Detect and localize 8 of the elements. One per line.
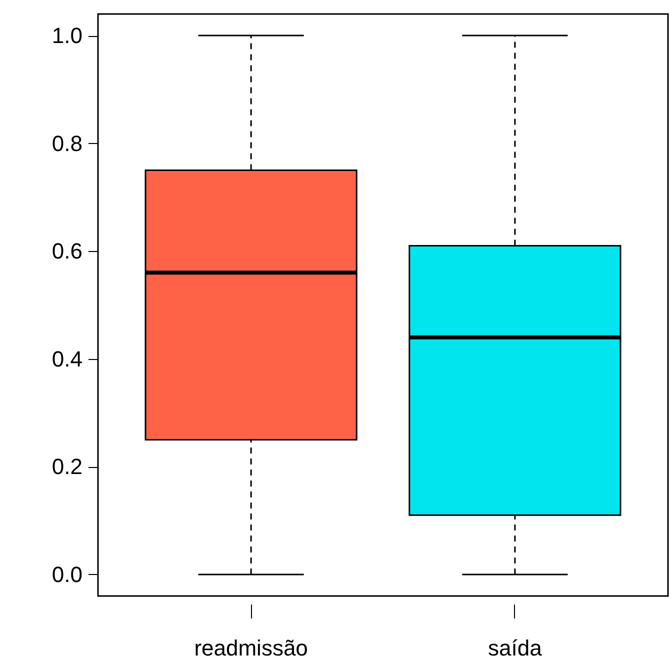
x-tick-label: saída: [488, 636, 543, 660]
y-tick-label: 0.0: [52, 562, 82, 587]
x-tick-label: readmissão: [194, 636, 308, 660]
y-tick-label: 0.8: [52, 130, 82, 156]
y-tick-label: 0.4: [52, 346, 82, 372]
y-tick-label: 1.0: [52, 23, 82, 48]
y-tick-label: 0.2: [52, 454, 82, 480]
y-tick-label: 0.6: [52, 238, 82, 264]
